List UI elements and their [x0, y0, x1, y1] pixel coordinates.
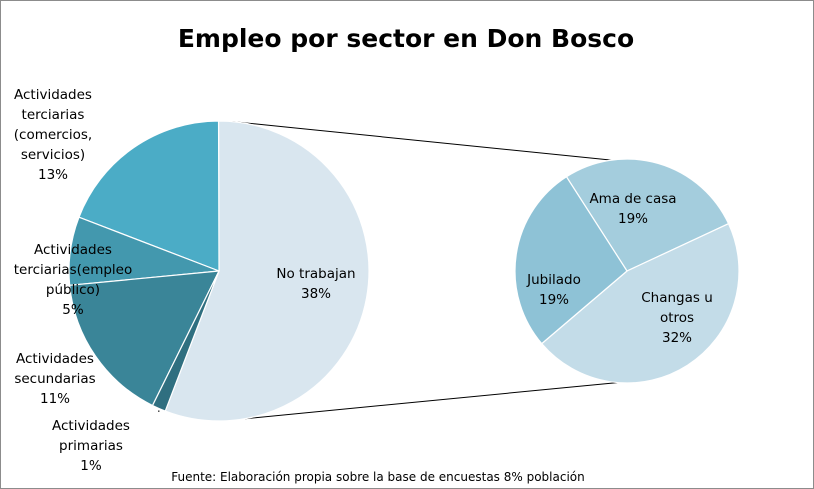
data-label-text: secundarias: [14, 371, 95, 387]
connector-lines: [232, 121, 618, 420]
slice-jubilado: [514, 175, 628, 345]
data-label-value: 1%: [80, 458, 102, 474]
slice-no-trabajan: [164, 120, 370, 422]
data-label-text: Actividades: [16, 351, 94, 367]
data-label-value: 13%: [38, 167, 68, 183]
data-label-text: (comercios,: [14, 127, 92, 143]
label-actividades-terciarias-comercios-servicios: Actividades terciarias (comercios, servicio…: [14, 87, 92, 183]
data-label-text: No trabajan: [276, 266, 355, 282]
data-label-text: terciarias(empleo: [14, 262, 133, 278]
chart-title: Empleo por sector en Don Bosco: [178, 24, 634, 53]
data-label-text: Changas u: [641, 290, 713, 306]
data-labels: No trabajan 38% Actividades terciarias (come…: [14, 87, 713, 474]
slice-changas-u-otros: [540, 222, 740, 384]
label-no-trabajan: No trabajan 38%: [276, 266, 355, 302]
data-label-text: Actividades: [14, 87, 92, 103]
data-label-text: primarias: [59, 438, 123, 454]
data-label-text: Actividades: [52, 418, 130, 434]
label-actividades-terciarias-empleo-publico: Actividades terciarias(empleo público) 5%: [14, 242, 133, 318]
data-label-value: 38%: [301, 286, 331, 302]
data-label-value: 5%: [62, 302, 84, 318]
main-pie: [68, 120, 370, 422]
secondary-pie: [514, 158, 740, 384]
slice-ama-de-casa: [565, 158, 730, 272]
data-label-text: Ama de casa: [589, 191, 676, 207]
data-label-text: Jubilado: [526, 272, 581, 288]
label-changas-u-otros: Changas u otros 32%: [641, 290, 713, 346]
label-jubilado: Jubilado 19%: [526, 272, 581, 308]
connector-line-top: [232, 121, 612, 161]
label-actividades-primarias: Actividades primarias 1%: [52, 418, 130, 474]
label-ama-de-casa: Ama de casa 19%: [589, 191, 676, 227]
source-note: Fuente: Elaboración propia sobre la base…: [171, 470, 585, 484]
connector-line-bottom: [244, 382, 618, 420]
slice-actividades-primarias: [151, 270, 220, 412]
data-label-text: público): [46, 282, 100, 298]
data-label-value: 19%: [539, 292, 569, 308]
data-label-text: terciarias: [22, 107, 85, 123]
data-label-value: 32%: [662, 330, 692, 346]
label-actividades-secundarias: Actividades secundarias 11%: [14, 351, 95, 407]
slice-actividades-secundarias: [69, 270, 221, 407]
data-label-value: 19%: [618, 211, 648, 227]
data-label-value: 11%: [40, 391, 70, 407]
data-label-text: Actividades: [34, 242, 112, 258]
data-label-text: otros: [660, 310, 694, 326]
slice-actividades-terciarias-comercios-servicios: [78, 120, 220, 272]
data-label-text: servicios): [21, 147, 85, 163]
